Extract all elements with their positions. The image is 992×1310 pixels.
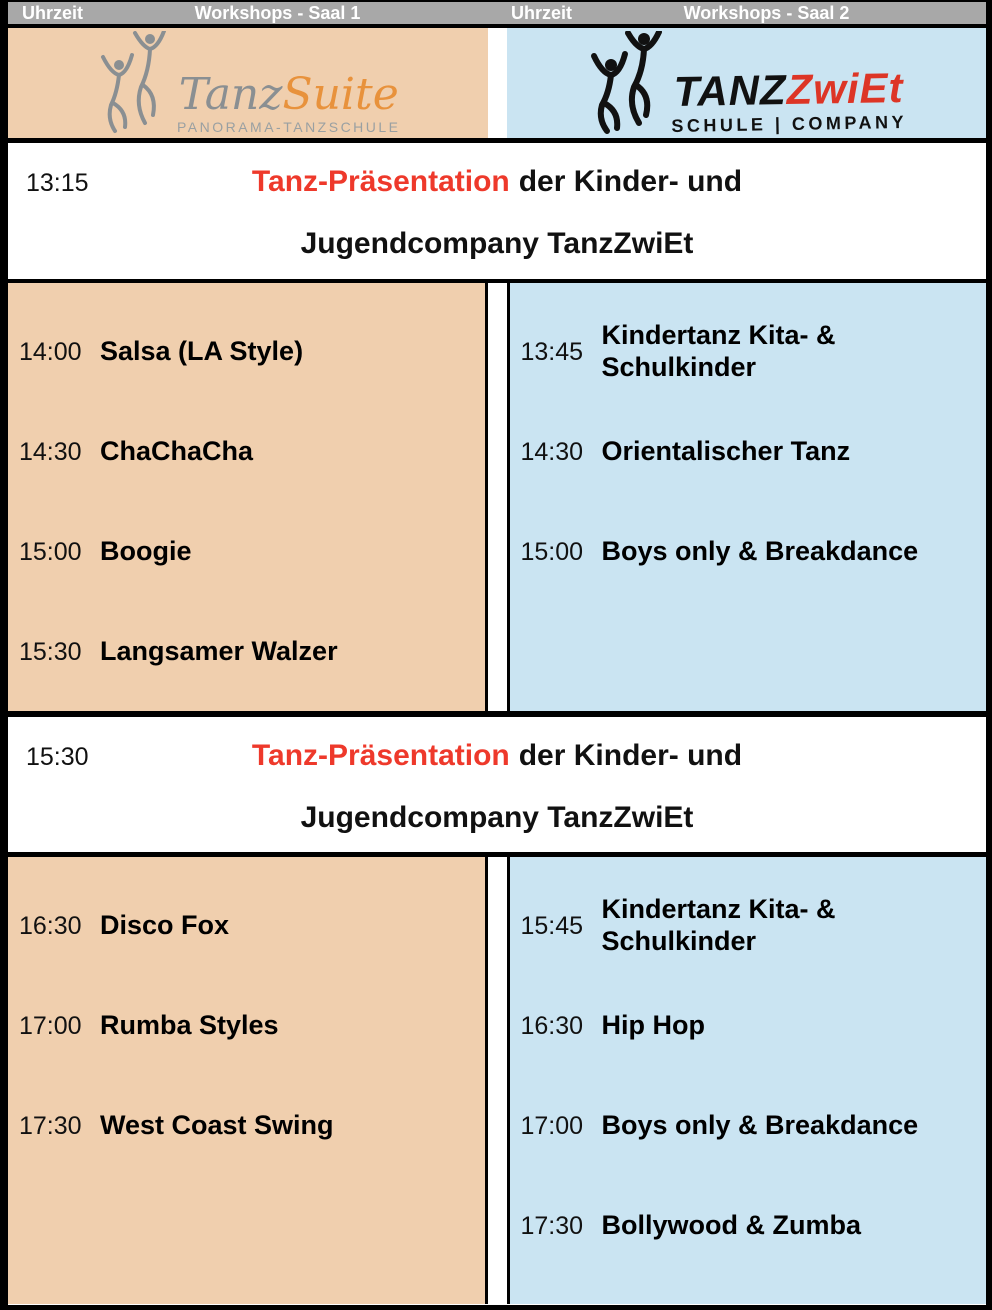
entry-title: ChaChaCha: [100, 436, 254, 467]
schedule-entry: 15:30 Langsamer Walzer: [8, 602, 485, 702]
entry-time: 17:30: [520, 1211, 584, 1240]
entry-title: Orientalischer Tanz: [601, 436, 851, 467]
tanzsuite-logo-cell: TanzSuite PANORAMA-TANZSCHULE: [8, 28, 488, 138]
tanzsuite-logo-subtitle: PANORAMA-TANZSCHULE: [176, 119, 401, 135]
schedule-entry: 17:30 Bollywood & Zumba: [510, 1176, 987, 1276]
presentation-row-1: 13:15 Tanz-Präsentation der Kinder- und J…: [8, 143, 986, 283]
entry-title: Boogie: [100, 536, 192, 567]
schedule-entry: 14:30 Orientalischer Tanz: [510, 402, 987, 502]
entry-time: 14:00: [19, 337, 82, 366]
column-gap: [487, 283, 507, 711]
presentation-row-2: 15:30 Tanz-Präsentation der Kinder- und J…: [8, 717, 986, 857]
entry-title: Boys only & Breakdance: [601, 1110, 919, 1141]
header-saal2: Uhrzeit Workshops - Saal 2: [497, 2, 986, 24]
tanzzwiet-name-part1: TANZ: [673, 66, 788, 116]
uhrzeit-label-saal1: Uhrzeit: [22, 2, 84, 23]
schedule-block-2: 16:30 Disco Fox 17:00 Rumba Styles 17:30…: [8, 857, 986, 1304]
column-gap: [487, 857, 507, 1304]
tanzsuite-logo-text: TanzSuite: [179, 73, 399, 117]
tanzzwiet-name-part2: ZwiEt: [786, 63, 905, 114]
presentation-time: 13:15: [26, 169, 89, 197]
entry-time: 15:00: [520, 537, 584, 566]
entry-time: 15:00: [19, 537, 82, 566]
tanzzwiet-logo-subtitle: SCHULE | COMPANY: [671, 111, 908, 137]
schedule-entry: 15:45 Kindertanz Kita- & Schulkinder: [510, 876, 987, 976]
schedule-entry: 13:45 Kindertanz Kita- & Schulkinder: [510, 302, 987, 402]
entry-time: 14:30: [19, 437, 82, 466]
entry-time: 17:00: [19, 1011, 82, 1040]
entry-title: Kindertanz Kita- & Schulkinder: [601, 894, 836, 956]
logo-row: TanzSuite PANORAMA-TANZSCHULE: [8, 28, 986, 143]
tanzsuite-name-part1: Tanz: [178, 69, 283, 120]
saal2-schedule-cell-2: 15:45 Kindertanz Kita- & Schulkinder 16:…: [506, 857, 987, 1304]
entry-time: 15:45: [520, 911, 584, 940]
tanzzwiet-logo-cell: TANZZwiEt SCHULE | COMPANY: [506, 28, 986, 138]
entry-title: Boys only & Breakdance: [601, 536, 919, 567]
entry-time: 17:00: [520, 1111, 584, 1140]
saal1-schedule-cell-2: 16:30 Disco Fox 17:00 Rumba Styles 17:30…: [8, 857, 488, 1304]
schedule-entry: 17:00 Rumba Styles: [8, 976, 485, 1076]
schedule-entry: 16:30 Hip Hop: [510, 976, 987, 1076]
header-row: Uhrzeit Workshops - Saal 1 Uhrzeit Works…: [8, 2, 986, 28]
schedule-block-1: 14:00 Salsa (LA Style) 14:30 ChaChaCha 1…: [8, 283, 986, 717]
entry-title: Hip Hop: [601, 1010, 705, 1041]
entry-time: 13:45: [520, 337, 584, 366]
entry-title: Langsamer Walzer: [100, 636, 338, 667]
uhrzeit-label-saal2: Uhrzeit: [511, 2, 573, 23]
schedule-entry: 14:30 ChaChaCha: [8, 402, 485, 502]
entry-title: Bollywood & Zumba: [601, 1210, 862, 1241]
tanzsuite-name-part2: Suite: [282, 69, 399, 120]
saal2-header-label: Workshops - Saal 2: [683, 2, 850, 23]
tanzzwiet-logo-text: TANZZwiEt: [673, 63, 905, 116]
schedule-entry: 16:30 Disco Fox: [8, 876, 485, 976]
entry-time: 17:30: [19, 1111, 82, 1140]
presentation-line1-rest: der Kinder- und: [518, 165, 743, 198]
schedule-entry: 17:00 Boys only & Breakdance: [510, 1076, 987, 1176]
entry-title: Disco Fox: [100, 910, 230, 941]
saal2-schedule-cell-1: 13:45 Kindertanz Kita- & Schulkinder 14:…: [506, 283, 987, 711]
presentation-time: 15:30: [26, 743, 89, 771]
entry-time: 16:30: [19, 911, 82, 940]
presentation-highlight: Tanz-Präsentation: [251, 739, 510, 772]
saal1-header-label: Workshops - Saal 1: [194, 2, 361, 23]
presentation-highlight: Tanz-Präsentation: [251, 165, 510, 198]
entry-title: Kindertanz Kita- & Schulkinder: [601, 320, 836, 382]
column-gap: [487, 28, 507, 138]
entry-time: 15:30: [19, 637, 82, 666]
entry-title: West Coast Swing: [100, 1110, 334, 1141]
tanzsuite-dancers-icon: [95, 31, 173, 135]
schedule-entry: 14:00 Salsa (LA Style): [8, 302, 485, 402]
schedule-entry: 17:30 West Coast Swing: [8, 1076, 485, 1176]
entry-title: Rumba Styles: [100, 1010, 279, 1041]
presentation-title-line1: Tanz-Präsentation der Kinder- und: [252, 165, 742, 199]
presentation-title-line1: Tanz-Präsentation der Kinder- und: [252, 739, 742, 773]
presentation-line2: Jugendcompany TanzZwiEt: [300, 227, 694, 260]
entry-time: 14:30: [520, 437, 584, 466]
saal1-schedule-cell-1: 14:00 Salsa (LA Style) 14:30 ChaChaCha 1…: [8, 283, 488, 711]
presentation-line2: Jugendcompany TanzZwiEt: [300, 801, 694, 834]
entry-time: 16:30: [520, 1011, 584, 1040]
header-saal1: Uhrzeit Workshops - Saal 1: [8, 2, 497, 24]
schedule-entry: 15:00 Boogie: [8, 502, 485, 602]
entry-title: Salsa (LA Style): [100, 336, 304, 367]
schedule-entry: 15:00 Boys only & Breakdance: [510, 502, 987, 602]
presentation-line1-rest: der Kinder- und: [518, 739, 743, 772]
tanzzwiet-dancers-icon: [585, 31, 669, 135]
